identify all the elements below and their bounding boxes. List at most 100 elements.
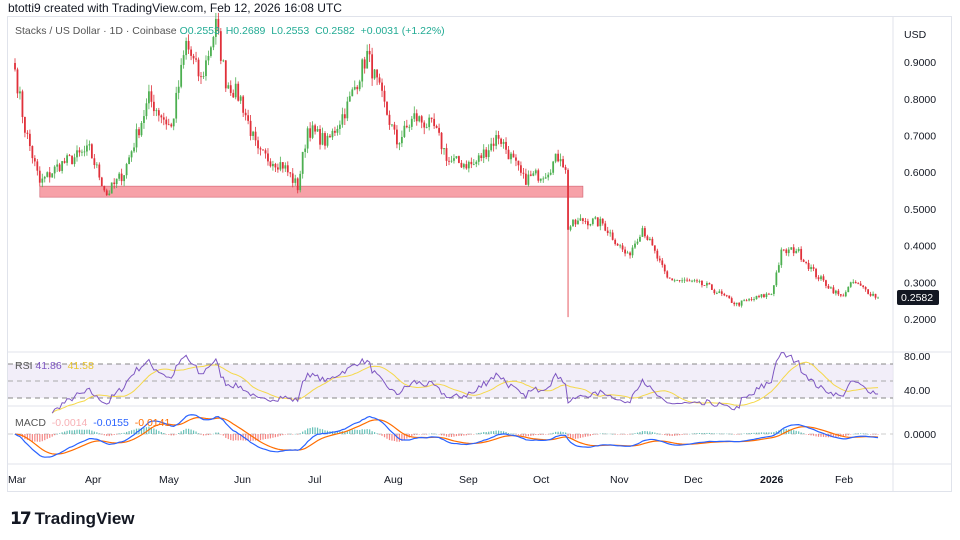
macd-hist-bar	[721, 433, 723, 435]
candle-body	[41, 178, 44, 183]
macd-hist-bar	[607, 433, 609, 435]
macd-hist-bar	[592, 434, 594, 436]
macd-hist-bar	[135, 428, 138, 434]
candle-body	[609, 232, 612, 234]
candle-body	[537, 170, 540, 181]
candle-body	[95, 164, 98, 166]
candle-body	[195, 58, 197, 60]
candle-body	[859, 283, 862, 286]
candle-body	[686, 279, 688, 281]
macd-hist-bar	[314, 427, 316, 434]
macd-hist-bar	[493, 431, 495, 434]
candle-body	[83, 151, 86, 153]
candle-body	[787, 249, 790, 254]
macd-hist-bar	[232, 434, 234, 441]
macd-hist-bar	[651, 431, 653, 434]
rsi-ma-value: 41.58	[67, 360, 94, 372]
candle-body	[26, 132, 29, 134]
rsi-levels	[8, 363, 893, 435]
macd-hist-bar	[624, 434, 626, 435]
macd-hist-bar	[545, 434, 547, 435]
tradingview-logo[interactable]: 𝟭𝟳 TradingView	[10, 509, 135, 529]
candle-body	[529, 174, 532, 176]
candle-body	[172, 118, 175, 127]
macd-hist-bar	[426, 434, 428, 435]
support-zone[interactable]	[39, 185, 584, 198]
candle-body	[113, 182, 116, 185]
macd-hist-bar	[406, 434, 408, 439]
time-tick: Sep	[459, 474, 478, 486]
macd-hist-bar	[498, 430, 500, 434]
candle-body	[549, 172, 552, 175]
candle-body	[341, 114, 344, 125]
macd-hist-bar	[684, 434, 686, 435]
macd-label[interactable]: MACD	[15, 417, 46, 429]
candle-body	[356, 86, 359, 90]
macd-hist-bar	[775, 431, 777, 434]
macd-hist-bar	[423, 434, 425, 435]
candle-body	[857, 283, 860, 285]
candle-body	[284, 165, 287, 169]
macd-hist-bar	[612, 433, 614, 435]
macd-hist-bar	[475, 433, 477, 435]
macd-hist-bar	[269, 434, 272, 439]
macd-hist-bar	[188, 428, 190, 434]
candle-body	[353, 86, 356, 90]
macd-hist-bar	[579, 434, 582, 438]
macd-hist-bar	[468, 434, 470, 435]
candle-body	[777, 265, 780, 273]
candle-body	[38, 170, 41, 183]
candle-body	[304, 148, 307, 152]
macd-hist-bar	[106, 434, 108, 436]
macd-hist-bar	[609, 433, 611, 435]
macd-hist-bar	[245, 434, 247, 441]
macd-hist-bar	[26, 434, 28, 440]
candle-body	[81, 151, 83, 153]
candle-body	[391, 124, 393, 126]
symbol-title[interactable]: Stacks / US Dollar · 1D · Coinbase	[15, 25, 177, 37]
time-tick: 2026	[760, 474, 784, 486]
price-tick: 0.5000	[904, 204, 936, 216]
macd-hist-bar	[440, 434, 443, 436]
macd-hist-bar	[520, 434, 522, 436]
candle-body	[445, 148, 448, 161]
macd-hist-bar	[557, 431, 559, 434]
candle-body	[190, 49, 192, 56]
macd-hist-bar	[587, 434, 589, 437]
candle-body	[118, 173, 121, 179]
price-axis[interactable]: 0.9000 0.8000 0.7000 0.6000 0.5000 0.4000 0.30…	[904, 57, 936, 326]
time-tick: Jun	[234, 474, 251, 486]
macd-hist-bar	[760, 432, 763, 434]
macd-hist-bar	[857, 433, 859, 434]
macd-hist-bar	[61, 432, 63, 434]
candle-body	[671, 278, 674, 281]
candle-body	[14, 62, 16, 70]
macd-hist-bar	[490, 431, 492, 434]
macd-hist-bar	[636, 432, 639, 434]
candle-body	[626, 252, 629, 254]
candle-body	[849, 282, 852, 287]
candle-body	[140, 123, 143, 136]
macd-hist-bar	[235, 434, 237, 441]
candle-body	[100, 177, 103, 187]
macd-hist-bar	[768, 432, 770, 434]
candle-body	[135, 129, 138, 148]
candle-body	[68, 155, 71, 157]
candle-body	[520, 165, 522, 173]
macd-hist-bar	[78, 429, 81, 434]
rsi-ma-line	[51, 361, 879, 414]
currency-label[interactable]: USD	[904, 29, 927, 41]
candle-body	[852, 281, 855, 283]
time-axis[interactable]: Mar Apr May Jun Jul Aug Sep Oct Nov Dec 2026 Feb	[8, 474, 853, 486]
macd-hist-bar	[398, 434, 400, 442]
candle-body	[544, 177, 547, 179]
macd-hist-bar	[101, 434, 103, 435]
macd-hist-bar	[289, 433, 291, 435]
macd-hist-bar	[433, 433, 435, 435]
candle-body	[641, 228, 644, 237]
macd-hist-bar	[413, 434, 415, 436]
macd-hist-bar	[153, 428, 155, 434]
rsi-label[interactable]: RSI	[15, 360, 33, 372]
candle-body	[696, 280, 698, 282]
